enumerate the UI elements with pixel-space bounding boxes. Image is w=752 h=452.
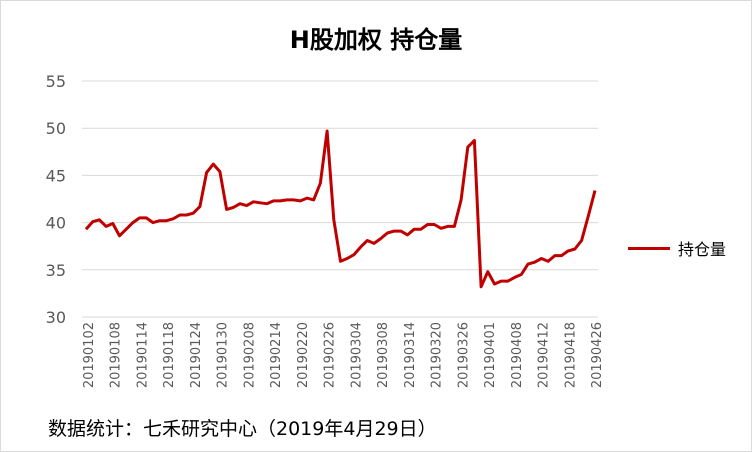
x-tick-label: 20190408 <box>510 322 525 388</box>
legend-swatch <box>628 246 670 250</box>
x-axis-tick-labels: 20190102 20190108 20190114 20190118 20190124… <box>82 322 605 388</box>
y-tick-label: 40 <box>46 214 66 233</box>
legend: 持仓量 <box>628 236 726 260</box>
x-tick-label: 20190304 <box>349 322 364 388</box>
x-tick-label: 20190208 <box>242 322 257 388</box>
x-tick-label: 20190220 <box>296 322 311 388</box>
legend-label: 持仓量 <box>678 240 727 259</box>
source-note: 数据统计：七禾研究中心（2019年4月29日） <box>48 418 437 440</box>
y-tick-label: 30 <box>46 308 66 327</box>
x-tick-label: 20190102 <box>82 322 97 388</box>
gridlines <box>82 80 598 318</box>
y-tick-label: 55 <box>46 72 66 91</box>
y-tick-label: 50 <box>46 119 66 138</box>
x-tick-label: 20190118 <box>162 322 177 388</box>
x-tick-label: 20190326 <box>456 322 471 388</box>
x-tick-label: 20190412 <box>537 322 552 388</box>
x-tick-label: 20190130 <box>216 322 231 388</box>
x-tick-label: 20190320 <box>430 322 445 388</box>
y-tick-label: 45 <box>46 166 66 185</box>
x-tick-label: 20190108 <box>109 322 124 388</box>
series-line-持仓量 <box>84 129 597 289</box>
x-tick-label: 20190418 <box>563 322 578 388</box>
y-axis-tick-labels: 30 35 40 45 50 55 <box>46 72 66 327</box>
x-tick-label: 20190426 <box>590 322 605 388</box>
x-tick-label: 20190401 <box>483 322 498 388</box>
series-line <box>84 129 597 289</box>
x-tick-label: 20190124 <box>189 322 204 388</box>
x-tick-label: 20190314 <box>403 322 418 388</box>
x-tick-label: 20190114 <box>135 322 150 388</box>
x-tick-label: 20190226 <box>323 322 338 388</box>
chart-title: H股加权 持仓量 <box>289 26 463 54</box>
y-tick-label: 35 <box>46 261 66 280</box>
x-tick-label: 20190308 <box>376 322 391 388</box>
x-tick-label: 20190214 <box>269 322 284 388</box>
